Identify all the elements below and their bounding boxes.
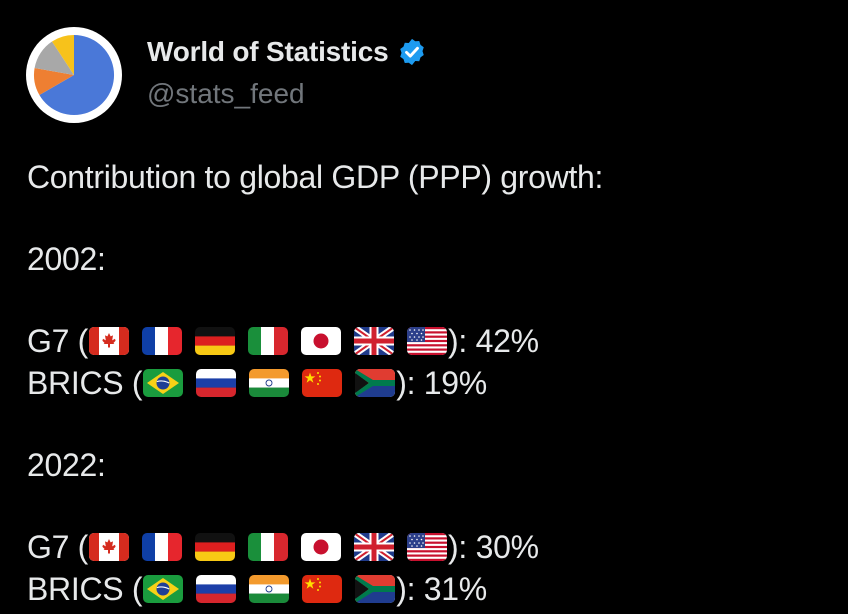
usa-flag-icon <box>407 327 448 355</box>
italy-flag-icon <box>248 327 289 355</box>
group-value: ): 30% <box>448 529 539 565</box>
india-flag-icon <box>249 575 290 603</box>
group-value: ): 19% <box>396 365 487 401</box>
tweet-text: Contribution to global GDP (PPP) growth:… <box>27 156 827 610</box>
russia-flag-icon <box>196 369 237 397</box>
russia-flag-icon <box>196 575 237 603</box>
canada-flag-icon <box>89 533 130 561</box>
handle[interactable]: @stats_feed <box>147 78 305 109</box>
india-flag-icon <box>249 369 290 397</box>
flag-set <box>89 327 448 355</box>
avatar[interactable] <box>26 27 122 123</box>
group-label: BRICS ( <box>27 365 143 401</box>
g7-row-2022: G7 ( ): 30% <box>27 526 827 568</box>
uk-flag-icon <box>354 327 395 355</box>
tweet-heading: Contribution to global GDP (PPP) growth: <box>27 159 604 195</box>
france-flag-icon <box>142 533 183 561</box>
south-africa-flag-icon <box>355 369 396 397</box>
brics-row-2002: BRICS ( ): 19% <box>27 362 827 404</box>
group-label: BRICS ( <box>27 571 143 607</box>
brics-row-2022: BRICS ( ): 31% <box>27 568 827 610</box>
canada-flag-icon <box>89 327 130 355</box>
japan-flag-icon <box>301 327 342 355</box>
year-label: 2022: <box>27 447 106 483</box>
account-name-row: World of Statistics <box>147 36 427 68</box>
china-flag-icon <box>302 369 343 397</box>
year-label: 2002: <box>27 241 106 277</box>
south-africa-flag-icon <box>355 575 396 603</box>
group-label: G7 ( <box>27 529 89 565</box>
pie-chart-logo-icon <box>33 34 115 115</box>
group-value: ): 42% <box>448 323 539 359</box>
france-flag-icon <box>142 327 183 355</box>
brazil-flag-icon <box>143 369 184 397</box>
japan-flag-icon <box>301 533 342 561</box>
display-name[interactable]: World of Statistics <box>147 36 389 67</box>
flag-set <box>89 533 448 561</box>
group-value: ): 31% <box>396 571 487 607</box>
italy-flag-icon <box>248 533 289 561</box>
brazil-flag-icon <box>143 575 184 603</box>
uk-flag-icon <box>354 533 395 561</box>
china-flag-icon <box>302 575 343 603</box>
group-label: G7 ( <box>27 323 89 359</box>
usa-flag-icon <box>407 533 448 561</box>
verified-badge-icon <box>399 38 424 66</box>
g7-row-2002: G7 ( ): 42% <box>27 320 827 362</box>
flag-set <box>143 369 396 397</box>
germany-flag-icon <box>195 327 236 355</box>
germany-flag-icon <box>195 533 236 561</box>
flag-set <box>143 575 396 603</box>
